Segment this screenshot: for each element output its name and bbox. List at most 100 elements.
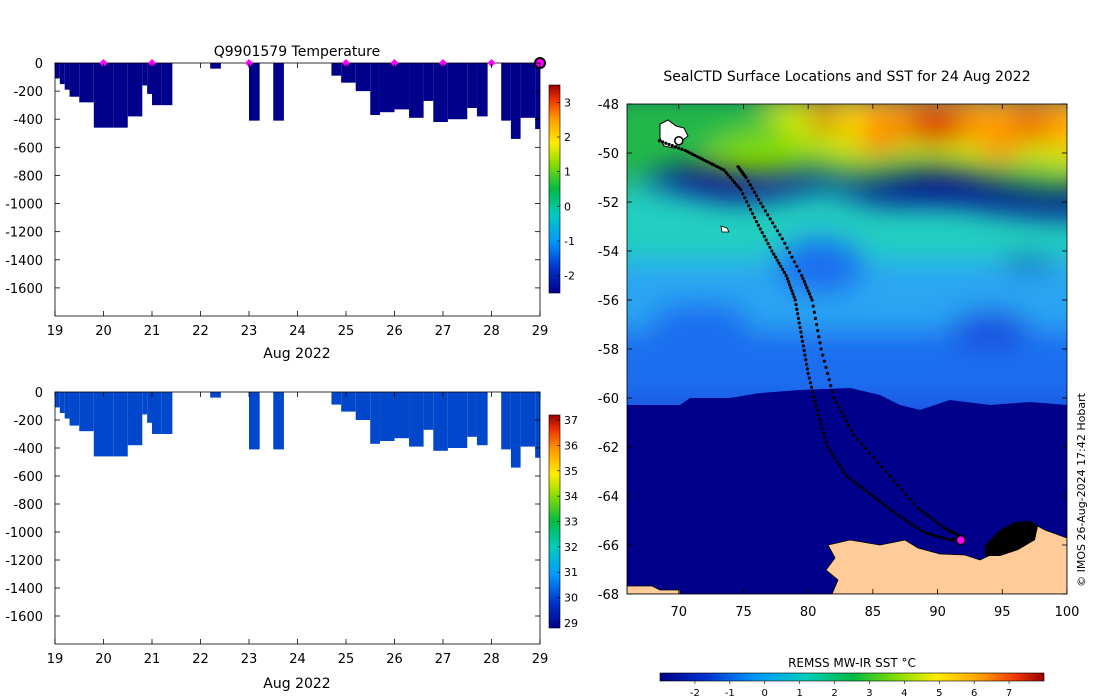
profile-column [59,392,65,413]
y-tick-label: -1600 [5,610,43,625]
track-point [939,535,943,539]
track-point [792,260,797,264]
track-point [758,227,762,231]
track-point [673,145,678,149]
salinity-x-label: Aug 2022 [263,676,330,692]
track-point [855,482,859,486]
track-point [855,437,860,441]
track-point [766,213,770,217]
profile-column [476,63,488,117]
track-point [808,381,813,385]
track-point [793,298,797,302]
colorbar-tick-label: 37 [564,414,578,427]
track-point [864,489,869,493]
track-point [825,445,830,449]
track-point [935,521,940,525]
track-point [795,307,799,311]
track-point [838,463,842,467]
map-y-tick-label: -48 [598,98,619,113]
track-point [954,532,958,536]
sst-field [627,104,1067,594]
profile-column [423,392,434,430]
sst-colorbar-tick-label: 3 [866,688,872,699]
land-west [627,585,681,594]
track-point [760,231,764,235]
track-point [737,185,741,189]
track-point [830,390,835,394]
y-tick-label: -200 [13,85,43,100]
track-point [783,241,787,245]
track-point [700,157,704,161]
track-point [752,216,757,220]
track-point [816,413,821,417]
track-point [913,524,917,528]
sst-colorbar-ticks: -2 -1 0 1 2 3 4 5 6 7 [690,681,1012,699]
profile-column [535,392,540,458]
track-point [893,511,898,515]
profile-column [147,63,152,94]
salinity-profiles [55,392,540,468]
track-point [750,212,755,216]
profile-column [501,63,511,121]
profile-column [447,63,468,120]
track-point [773,225,777,229]
track-point [926,514,930,518]
sst-colorbar-tick-label: 6 [971,688,977,699]
profile-column [331,63,342,76]
profile-column [467,63,477,108]
track-point [786,280,791,284]
map-title: SealCTD Surface Locations and SST for 24… [663,69,1030,85]
track-point [910,522,914,526]
track-point [944,527,949,531]
y-tick-label: 0 [35,57,43,72]
track-point [877,499,881,503]
sst-colorbar-label: REMSS MW-IR SST °C [788,656,916,670]
profile-column [127,392,143,446]
x-tick-label: 28 [483,324,500,339]
track-point [952,531,956,535]
profile-column [210,63,221,69]
x-tick-label: 27 [435,324,452,339]
track-point [779,264,783,268]
track-point [754,220,759,224]
track-point [897,514,901,518]
profile-column [331,392,342,405]
track-point [720,167,724,171]
profile-column [147,392,152,423]
track-point [690,152,695,156]
profile-column [142,63,148,86]
colorbar-tick-label: 0 [564,200,571,213]
profile-column [370,63,380,116]
track-point [949,529,953,534]
track-point [820,427,825,431]
profile-column [341,392,356,412]
track-point [872,456,876,460]
track-point [800,339,805,343]
map-x-axis: 70 75 80 85 90 95 100 [670,104,1079,620]
profile-column [64,63,70,90]
track-point [804,362,809,366]
sst-map-panel: SealCTD Surface Locations and SST for 24… [598,69,1088,699]
track-point [746,179,750,183]
y-tick-label: -1400 [5,582,43,597]
track-point [715,164,719,169]
y-tick-label: -1400 [5,254,43,269]
map-y-tick-label: -64 [598,490,619,505]
profile-column [79,63,94,103]
track-point [892,479,896,483]
track-point [722,168,726,172]
profile-column [79,392,94,432]
track-point [840,467,844,471]
track-point [942,536,946,540]
profile-column [69,392,80,426]
profile-column [93,392,114,457]
colorbar-tick-label: 29 [564,617,578,630]
track-point [810,298,814,302]
temperature-x-label: Aug 2022 [263,346,330,362]
track-point [834,400,839,405]
profile-column [409,392,424,447]
track-point [819,347,823,351]
map-x-tick-label: 100 [1055,605,1080,620]
track-point [819,422,823,426]
track-point [929,516,933,520]
